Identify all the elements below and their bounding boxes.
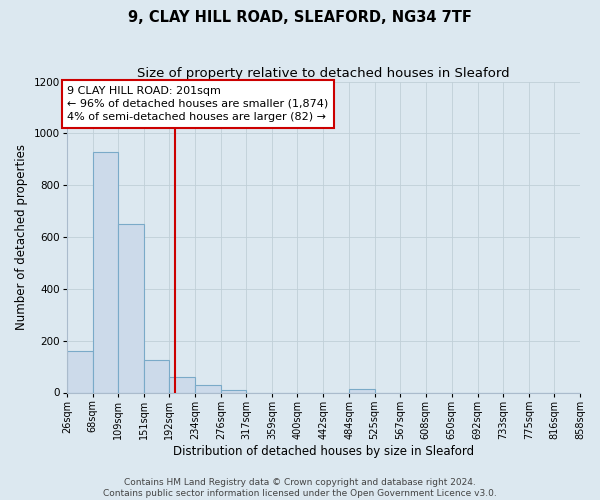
Text: Contains HM Land Registry data © Crown copyright and database right 2024.
Contai: Contains HM Land Registry data © Crown c… bbox=[103, 478, 497, 498]
Bar bbox=[221, 390, 246, 392]
Bar bbox=[195, 385, 221, 392]
Title: Size of property relative to detached houses in Sleaford: Size of property relative to detached ho… bbox=[137, 68, 509, 80]
Bar bbox=[92, 152, 118, 392]
Bar bbox=[67, 351, 92, 393]
Text: 9, CLAY HILL ROAD, SLEAFORD, NG34 7TF: 9, CLAY HILL ROAD, SLEAFORD, NG34 7TF bbox=[128, 10, 472, 25]
Bar bbox=[144, 360, 169, 392]
X-axis label: Distribution of detached houses by size in Sleaford: Distribution of detached houses by size … bbox=[173, 444, 474, 458]
Text: 9 CLAY HILL ROAD: 201sqm
← 96% of detached houses are smaller (1,874)
4% of semi: 9 CLAY HILL ROAD: 201sqm ← 96% of detach… bbox=[67, 86, 329, 122]
Y-axis label: Number of detached properties: Number of detached properties bbox=[15, 144, 28, 330]
Bar bbox=[169, 377, 195, 392]
Bar bbox=[349, 388, 374, 392]
Bar bbox=[118, 224, 144, 392]
